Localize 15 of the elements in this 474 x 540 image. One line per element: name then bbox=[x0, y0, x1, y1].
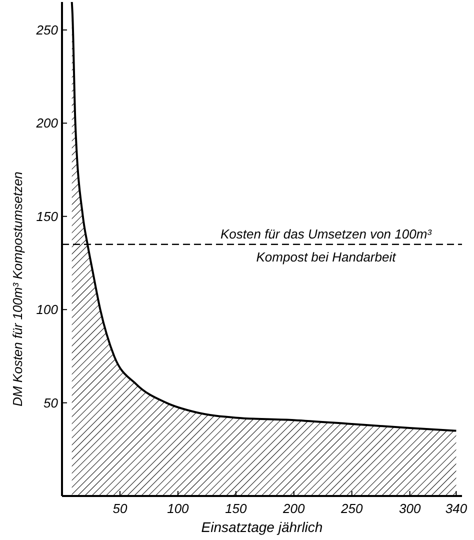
y-tick-label: 150 bbox=[36, 208, 59, 224]
y-axis-title: DM Kosten für 100m³ Kompostumsetzen bbox=[10, 172, 25, 406]
x-tick-label: 50 bbox=[112, 501, 128, 516]
ref-line-label: Kosten für das Umsetzen von 100m³ Kompost bei Handarbeit bbox=[220, 226, 432, 264]
y-tick-label: 200 bbox=[35, 116, 59, 131]
x-tick-label: 200 bbox=[282, 501, 306, 516]
x-tick-label: 250 bbox=[340, 501, 364, 516]
y-tick-label: 250 bbox=[35, 22, 59, 38]
x-tick-label: 150 bbox=[225, 501, 248, 516]
x-tick-label: 340 bbox=[445, 501, 468, 516]
x-tick-label: 100 bbox=[167, 501, 190, 516]
x-tick-label: 300 bbox=[398, 501, 422, 516]
y-tick-label: 50 bbox=[44, 395, 59, 410]
x-axis-title: Einsatztage jährlich bbox=[201, 519, 323, 535]
y-tick-label: 100 bbox=[36, 302, 59, 318]
